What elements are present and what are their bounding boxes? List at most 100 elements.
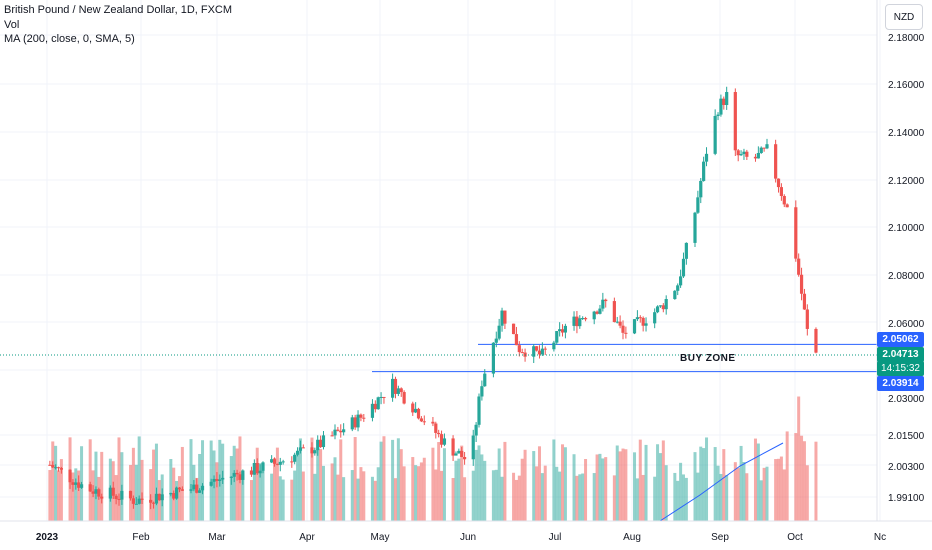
volume-bar (624, 449, 628, 521)
candle-body (742, 151, 746, 155)
candle-body (434, 423, 438, 433)
candle-body (753, 156, 758, 159)
candle-body (684, 242, 688, 259)
candle-body (722, 98, 726, 106)
candle-body (71, 482, 75, 485)
candle-body (151, 502, 156, 504)
currency-button[interactable]: NZD (885, 4, 923, 30)
ma-indicator-label[interactable]: MA (200, close, 0, SMA, 5) (4, 33, 135, 45)
candle-body (756, 153, 760, 159)
volume-bar (451, 477, 455, 521)
volume-bar (705, 437, 709, 521)
candle-body (160, 494, 164, 501)
volume-bar (592, 473, 596, 521)
buy-zone-label: BUY ZONE (680, 353, 736, 364)
volume-bar (321, 465, 325, 521)
volume-bar (575, 475, 579, 521)
volume-bar (540, 473, 544, 521)
volume-bar (154, 443, 158, 521)
volume-bar (281, 479, 285, 521)
volume-bar (134, 464, 138, 521)
volume-bar (543, 465, 547, 521)
volume-bar (463, 477, 467, 521)
candle-body (503, 310, 507, 324)
volume-bar (664, 465, 668, 521)
volume-bar (777, 458, 781, 521)
volume-bar (497, 448, 501, 521)
time-axis[interactable]: 2023 Feb Mar Apr May Jun Jul Aug Sep Oct Nc (36, 532, 886, 543)
volume-bar (457, 458, 461, 521)
candle-body (604, 299, 608, 302)
volume-bar (552, 439, 556, 521)
candle-body (460, 450, 464, 457)
candle-body (474, 424, 478, 436)
candle-body (454, 453, 458, 456)
time-tick-label: 2023 (36, 532, 59, 543)
volume-bar (716, 465, 720, 521)
volume-bar (523, 449, 527, 521)
candle-body (532, 346, 536, 357)
candle-body (402, 392, 406, 404)
volume-bar (555, 466, 559, 521)
volume-bar (417, 466, 421, 521)
candle-body (704, 153, 709, 162)
candle-body (644, 323, 648, 326)
volume-bar (581, 473, 585, 521)
candle-body (736, 150, 740, 156)
volume-bar (293, 470, 297, 521)
candle-body (578, 318, 582, 327)
volume-bar (494, 469, 498, 521)
moving-average-line (659, 442, 784, 522)
symbol-title[interactable]: British Pound / New Zealand Dollar, 1D, … (4, 4, 233, 16)
volume-bar (612, 475, 616, 521)
candle-body (221, 477, 225, 480)
time-tick-label: Sep (711, 532, 729, 543)
candle-body (356, 414, 360, 428)
volume-bar (51, 441, 55, 521)
volume-bar (598, 453, 602, 521)
volume-bar (342, 477, 346, 521)
candle-body (431, 421, 435, 424)
volume-bar (411, 457, 415, 521)
candle-body (51, 464, 55, 468)
volume-bar (759, 480, 763, 521)
price-axis[interactable]: 2.18000 2.16000 2.14000 2.12000 2.10000 2.080… (888, 33, 925, 504)
volume-bar (537, 446, 541, 521)
candle-body (419, 418, 423, 422)
candle-body (298, 447, 303, 451)
candle-body (595, 311, 599, 314)
price-tick-label: 2.00300 (888, 462, 925, 473)
volume-bar (195, 477, 199, 521)
volume-bar (679, 462, 683, 521)
volume-bar (673, 472, 677, 521)
candle-body (615, 321, 619, 323)
candle-body (149, 499, 153, 503)
candle-body (48, 464, 52, 466)
candle-body (575, 316, 579, 327)
candle-body (540, 348, 544, 355)
volume-bar (471, 470, 475, 521)
candle-body (762, 147, 766, 149)
volume-bar (382, 436, 386, 521)
volume-bar (422, 457, 426, 521)
volume-bar (54, 445, 58, 521)
candle-body (321, 435, 326, 448)
volume-bar (520, 458, 524, 521)
time-tick-label: Mar (208, 532, 226, 543)
price-tick-label: 2.12000 (888, 176, 925, 187)
candle-body (97, 489, 101, 497)
volume-bar (442, 448, 446, 521)
volume-bar (396, 438, 400, 521)
volume-indicator-label[interactable]: Vol (4, 18, 20, 31)
volume-bar (333, 457, 337, 521)
candle-body (209, 481, 213, 486)
volume-bar (77, 470, 81, 521)
candle-body (379, 396, 383, 398)
volume-bars (48, 396, 818, 521)
volume-bar (131, 447, 135, 521)
candle-body (664, 299, 668, 310)
volume-bar (310, 437, 314, 521)
candle-body (131, 498, 135, 504)
candle-body (797, 258, 801, 275)
